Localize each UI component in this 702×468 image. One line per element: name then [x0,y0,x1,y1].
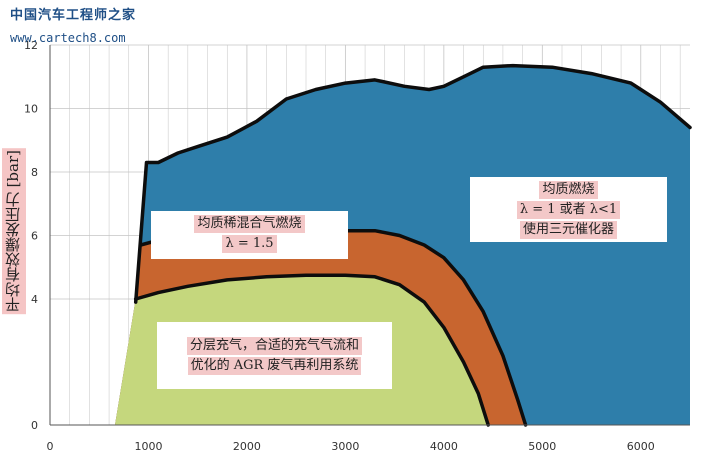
x-tick-label: 2000 [233,440,261,453]
annotation-line: λ = 1.5 [222,235,277,253]
annotation-line: λ = 1 或者 λ<1 [516,201,621,219]
y-tick-label: 4 [31,293,38,306]
annotation-line: 分层充气，合适的充气气流和 [186,337,362,355]
y-tick-label: 0 [31,419,38,432]
axes [49,45,690,426]
x-tick-label: 3000 [331,440,359,453]
annotation-homogeneous-lean-combustion: 均质稀混合气燃烧 λ = 1.5 [151,211,348,259]
x-tick-labels: 0 1000 2000 3000 4000 5000 6000 [47,440,655,453]
x-tick-label: 0 [47,440,54,453]
y-axis-label: 平均有效爆发压力 [bar] [2,148,26,315]
y-tick-labels: 0 4 6 8 10 12 [24,39,38,432]
boundary-line-homogeneous [133,63,692,304]
watermark-site-url: www.cartech8.com [10,31,126,45]
annotation-line: 均质燃烧 [539,181,598,199]
annotation-homogeneous-combustion: 均质燃烧 λ = 1 或者 λ<1 使用三元催化器 [470,177,667,242]
y-tick-label: 10 [24,103,38,116]
y-tick-label: 12 [24,39,38,52]
annotation-stratified-charge: 分层充气，合适的充气气流和 优化的 AGR 废气再利用系统 [157,322,392,389]
annotation-line: 使用三元催化器 [519,221,617,239]
annotation-line: 均质稀混合气燃烧 [194,215,305,233]
x-tick-label: 5000 [528,440,556,453]
watermark-site-name: 中国汽车工程师之家 [10,8,137,23]
boundary-line-stratified [133,273,490,427]
annotation-line: 优化的 AGR 废气再利用系统 [187,357,362,375]
x-tick-label: 1000 [134,440,162,453]
y-tick-label: 6 [31,230,38,243]
y-tick-label: 8 [31,166,38,179]
x-tick-label: 4000 [430,440,458,453]
x-tick-label: 6000 [627,440,655,453]
